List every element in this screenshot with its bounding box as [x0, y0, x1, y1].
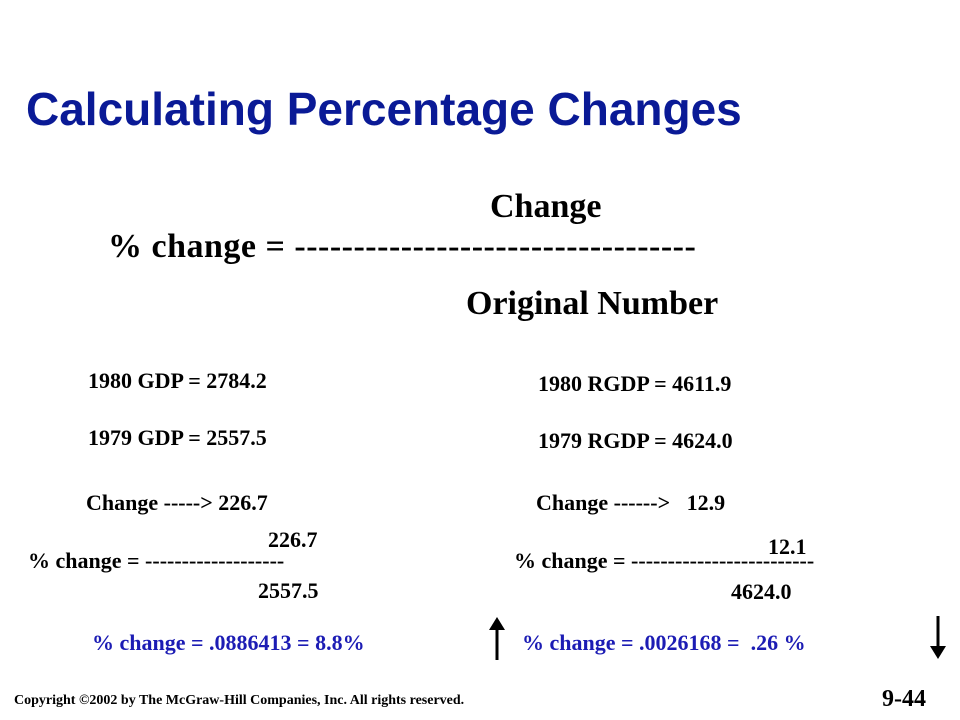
formula-denominator: Original Number — [466, 285, 719, 322]
right-result: % change = .0026168 = .26 % — [522, 630, 806, 655]
right-denominator: 4624.0 — [731, 579, 792, 604]
left-pct-formula: % change = ------------------- — [28, 548, 285, 573]
right-change: Change ------> 12.9 — [536, 490, 726, 515]
left-gdp-1979: 1979 GDP = 2557.5 — [88, 425, 267, 450]
right-rgdp-1980: 1980 RGDP = 4611.9 — [538, 371, 732, 396]
right-numerator: 12.1 — [768, 534, 807, 559]
left-change: Change -----> 226.7 — [86, 490, 268, 515]
right-pct-formula: % change = ------------------------- — [514, 548, 815, 573]
left-gdp-1980: 1980 GDP = 2784.2 — [88, 368, 267, 393]
right-rgdp-1979: 1979 RGDP = 4624.0 — [538, 428, 733, 453]
slide-number: 9-44 — [882, 686, 926, 712]
left-numerator: 226.7 — [268, 527, 318, 552]
formula-line: % change = -----------------------------… — [108, 228, 697, 265]
copyright-notice: Copyright ©2002 by The McGraw-Hill Compa… — [14, 693, 465, 708]
down-arrow-icon — [930, 616, 946, 659]
left-denominator: 2557.5 — [258, 578, 319, 603]
left-result: % change = .0886413 = 8.8% — [92, 630, 365, 655]
slide-title: Calculating Percentage Changes — [26, 83, 742, 135]
formula-numerator: Change — [490, 188, 602, 225]
up-arrow-icon — [489, 617, 505, 660]
